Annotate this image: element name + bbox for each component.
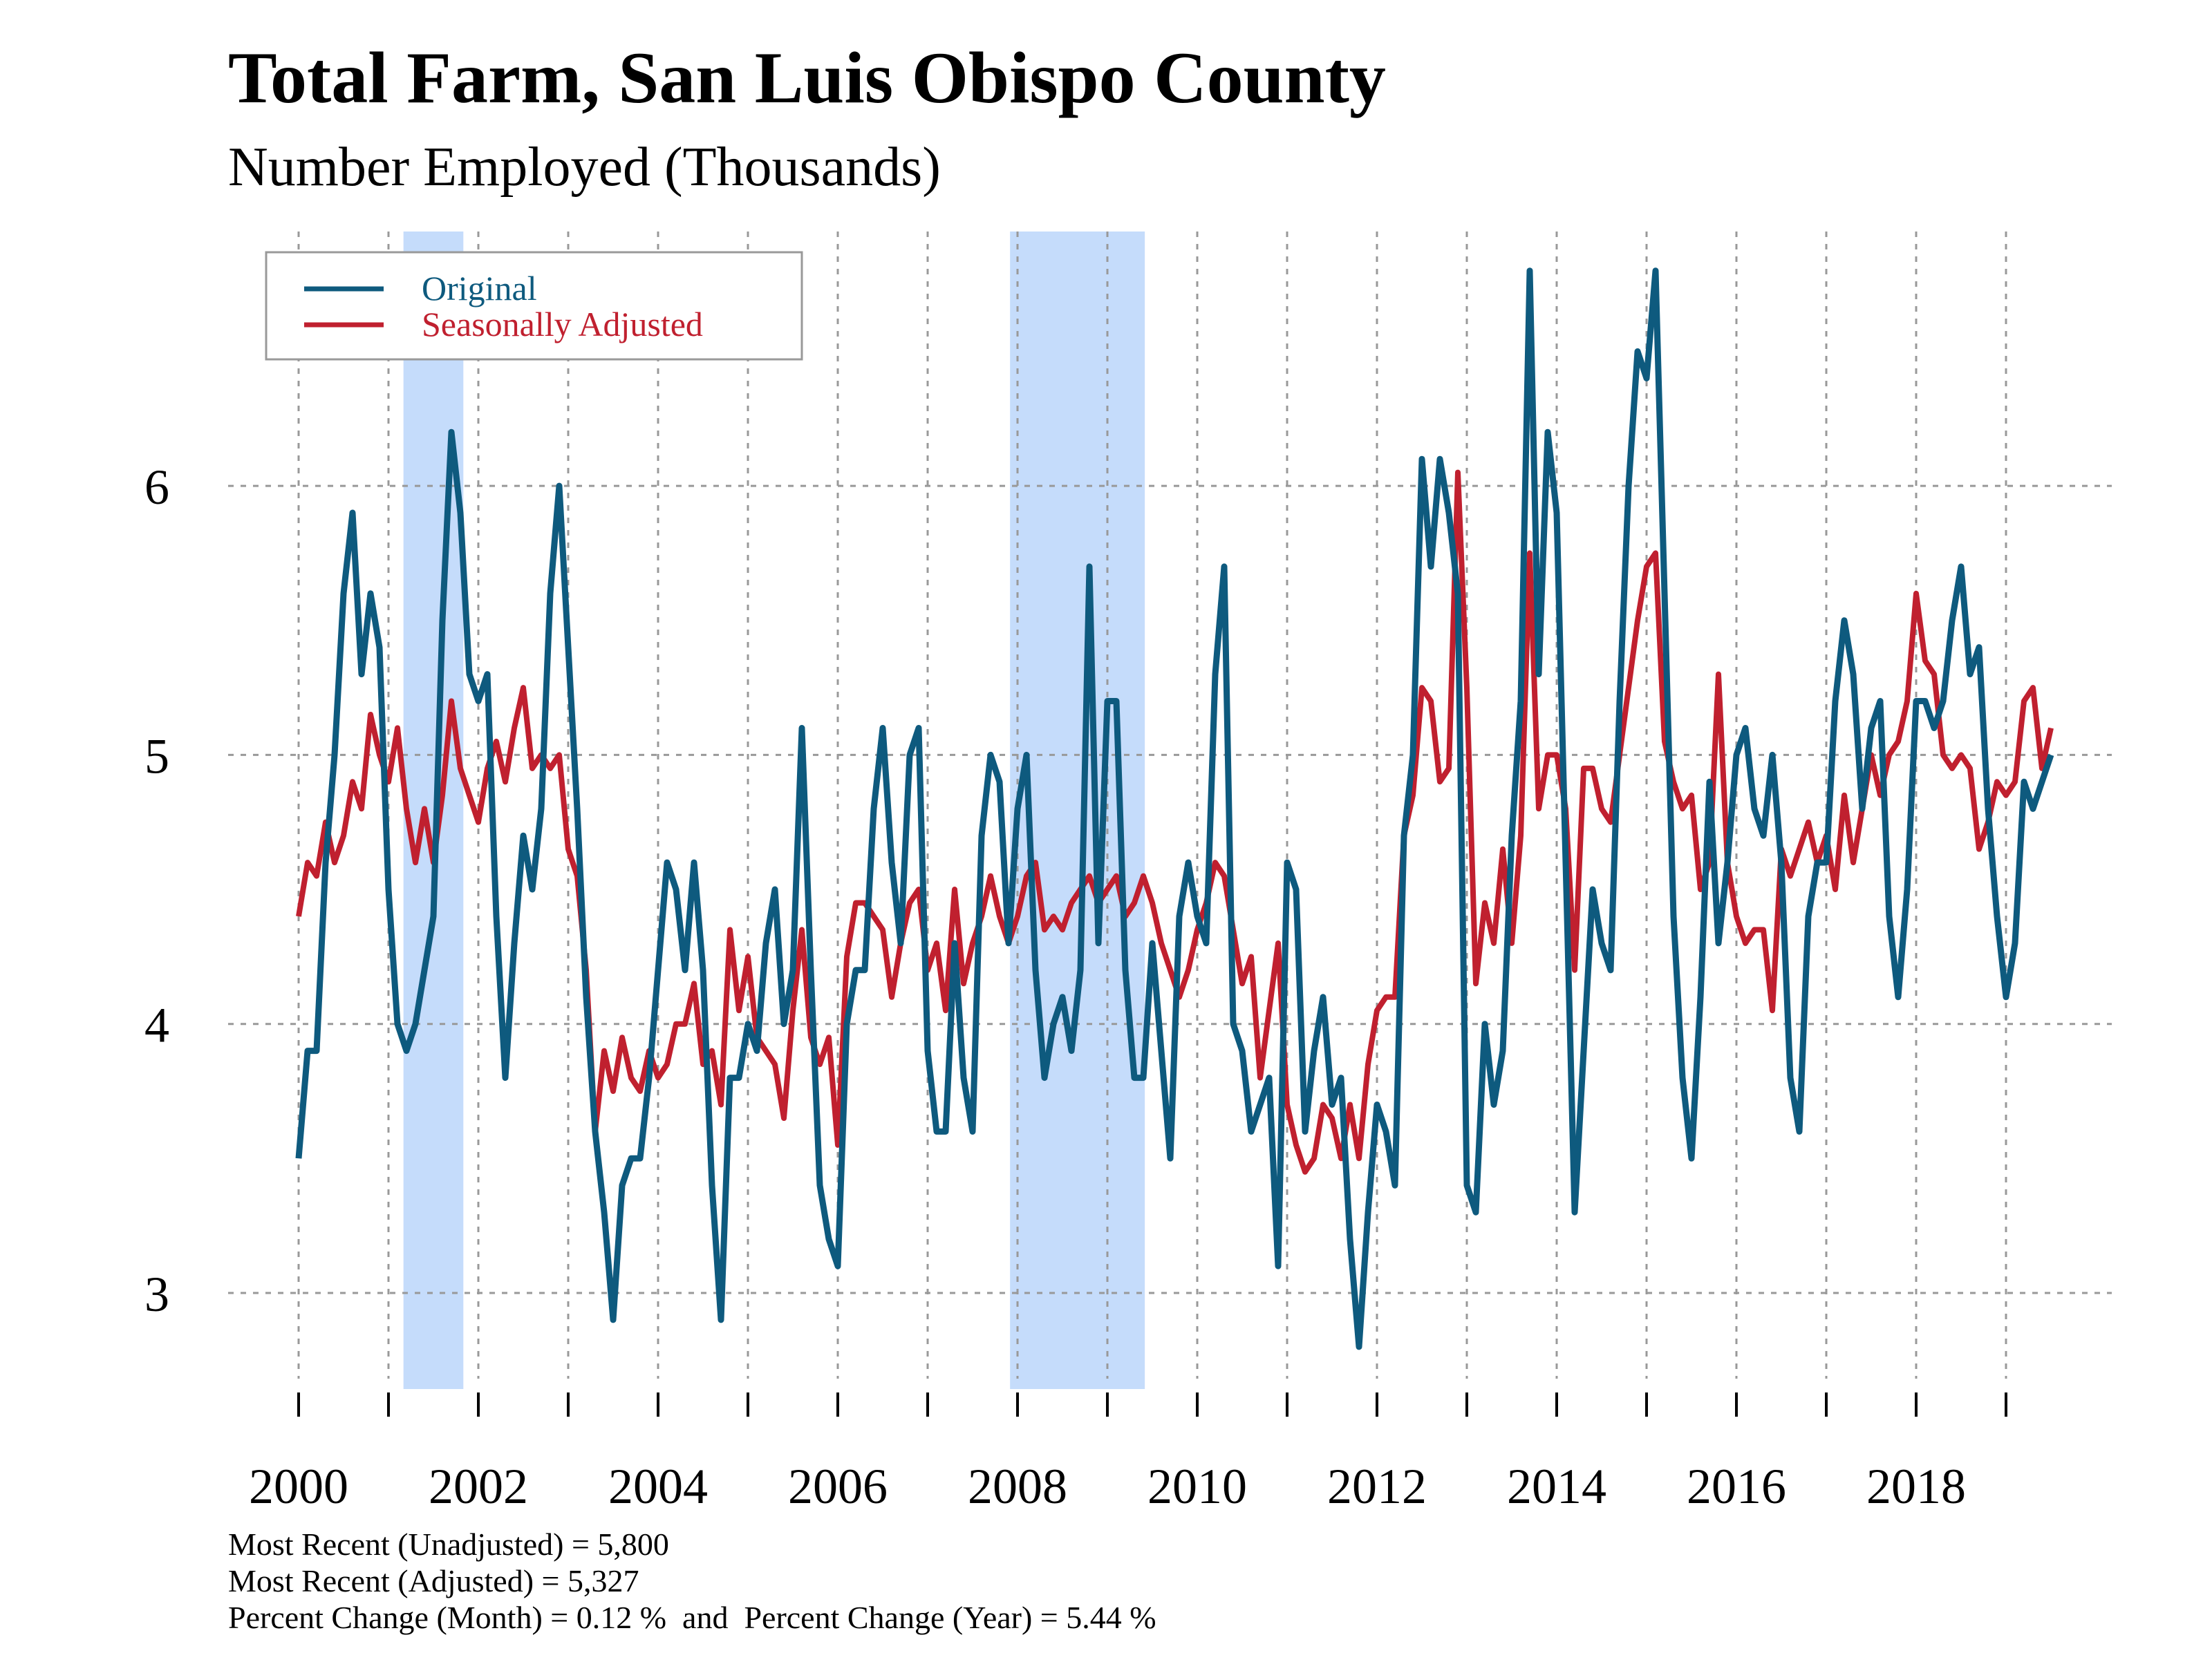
series-line-original: [295, 267, 2054, 1350]
footer-stats: Most Recent (Unadjusted) = 5,800 Most Re…: [228, 1527, 1156, 1635]
legend: Original Seasonally Adjusted: [265, 251, 803, 361]
x-tick-label: 2016: [1687, 1459, 1786, 1514]
y-tick-label: 5: [144, 728, 169, 784]
x-tick-label: 2014: [1507, 1459, 1606, 1514]
x-tick-label: 2008: [968, 1459, 1067, 1514]
recession-bands: [403, 232, 1145, 1389]
legend-box: [265, 251, 803, 361]
footer-percent-change: Percent Change (Month) = 0.12 % and Perc…: [228, 1600, 1156, 1635]
legend-label-seasonally-adjusted: Seasonally Adjusted: [422, 305, 703, 343]
x-tick-label: 2004: [608, 1459, 708, 1514]
x-tick-label: 2010: [1147, 1459, 1247, 1514]
x-tick-label: 2002: [429, 1459, 528, 1514]
x-tick-label: 2006: [788, 1459, 888, 1514]
chart-subtitle: Number Employed (Thousands): [228, 137, 941, 198]
x-tick-label: 2018: [1866, 1459, 1966, 1514]
recession-band-1: [403, 232, 464, 1389]
series-lines: [295, 267, 2054, 1350]
y-tick-label: 6: [144, 460, 169, 515]
x-tick-label: 2012: [1327, 1459, 1427, 1514]
footer-unadjusted: Most Recent (Unadjusted) = 5,800: [228, 1527, 669, 1562]
footer-adjusted: Most Recent (Adjusted) = 5,327: [228, 1563, 639, 1598]
grid: [228, 232, 2112, 1379]
chart-title: Total Farm, San Luis Obispo County: [228, 37, 1386, 118]
legend-label-original: Original: [422, 269, 537, 308]
y-tick-label: 3: [144, 1267, 169, 1322]
axes: 2000 2002 2004 2006 2008 2010 2012 2014 2016 2018…: [144, 460, 2007, 1514]
x-tick-label: 2000: [249, 1459, 348, 1514]
y-tick-label: 4: [144, 998, 169, 1053]
